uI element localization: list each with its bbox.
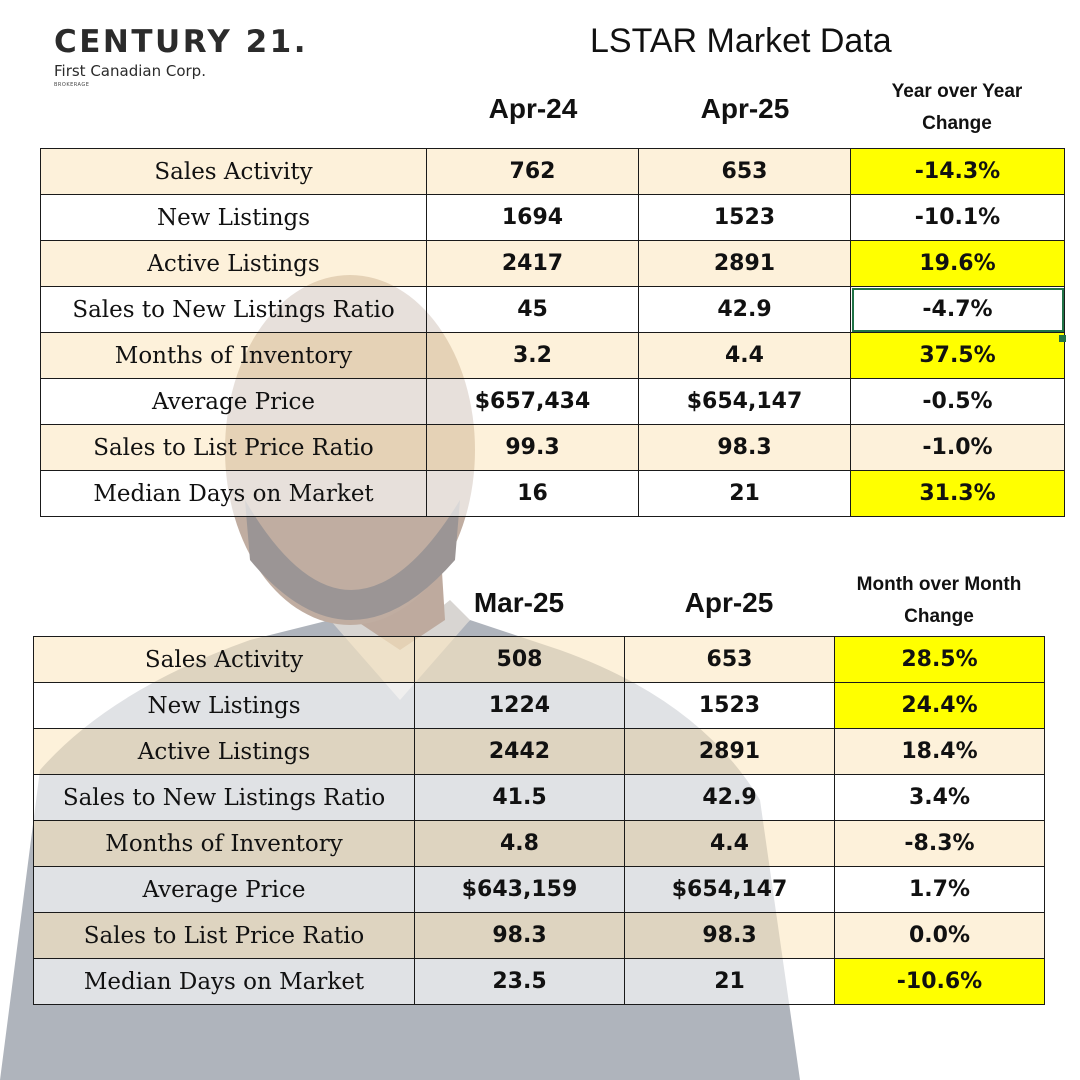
yoy-metric-label[interactable]: Active Listings: [40, 240, 427, 287]
mom-value-col2[interactable]: 98.3: [624, 912, 835, 959]
yoy-metric-label[interactable]: Months of Inventory: [40, 332, 427, 379]
mom-row: Sales to List Price Ratio 98.3 98.3 0.0%: [33, 912, 1045, 959]
yoy-row: Active Listings 2417 2891 19.6%: [40, 240, 1065, 287]
yoy-change-value[interactable]: -10.1%: [850, 194, 1065, 241]
mom-change-value[interactable]: 3.4%: [834, 774, 1045, 821]
logo-brokerage-tag: BROKERAGE: [54, 82, 90, 88]
yoy-row: Months of Inventory 3.2 4.4 37.5%: [40, 332, 1065, 379]
yoy-row: New Listings 1694 1523 -10.1%: [40, 194, 1065, 241]
mom-row: Average Price $643,159 $654,147 1.7%: [33, 866, 1045, 913]
yoy-col2-header: Apr-25: [700, 93, 790, 124]
yoy-change-header: Year over Year Change: [851, 76, 1063, 140]
yoy-value-col1[interactable]: 45: [426, 286, 639, 333]
mom-value-col1[interactable]: 98.3: [414, 912, 625, 959]
mom-value-col2[interactable]: 4.4: [624, 820, 835, 867]
mom-change-header: Month over Month Change: [834, 569, 1044, 633]
mom-change-value[interactable]: 28.5%: [834, 636, 1045, 683]
yoy-metric-label[interactable]: Median Days on Market: [40, 470, 427, 517]
mom-metric-label[interactable]: Sales to New Listings Ratio: [33, 774, 415, 821]
yoy-table: Sales Activity 762 653 -14.3% New Listings 16…: [40, 148, 1065, 517]
yoy-value-col1[interactable]: 3.2: [426, 332, 639, 379]
mom-value-col1[interactable]: 23.5: [414, 958, 625, 1005]
mom-value-col1[interactable]: 2442: [414, 728, 625, 775]
mom-change-header-line1: Month over Month: [856, 574, 1022, 595]
yoy-value-col2[interactable]: 21: [638, 470, 851, 517]
mom-row: New Listings 1224 1523 24.4%: [33, 682, 1045, 729]
yoy-metric-label[interactable]: Sales to List Price Ratio: [40, 424, 427, 471]
yoy-col1-header: Apr-24: [488, 93, 578, 124]
mom-change-value[interactable]: -8.3%: [834, 820, 1045, 867]
mom-change-value[interactable]: -10.6%: [834, 958, 1045, 1005]
cell-selection-handle[interactable]: [1059, 335, 1066, 342]
mom-row: Months of Inventory 4.8 4.4 -8.3%: [33, 820, 1045, 867]
mom-metric-label[interactable]: Average Price: [33, 866, 415, 913]
yoy-value-col2[interactable]: 98.3: [638, 424, 851, 471]
mom-value-col2[interactable]: 1523: [624, 682, 835, 729]
yoy-row: Average Price $657,434 $654,147 -0.5%: [40, 378, 1065, 425]
mom-col1-header: Mar-25: [473, 587, 565, 618]
mom-col2-header: Apr-25: [684, 587, 774, 618]
yoy-metric-label[interactable]: Sales Activity: [40, 148, 427, 195]
yoy-metric-label[interactable]: Average Price: [40, 378, 427, 425]
mom-row: Sales to New Listings Ratio 41.5 42.9 3.4%: [33, 774, 1045, 821]
yoy-value-col2[interactable]: $654,147: [638, 378, 851, 425]
mom-change-value[interactable]: 18.4%: [834, 728, 1045, 775]
mom-value-col1[interactable]: 1224: [414, 682, 625, 729]
yoy-metric-label[interactable]: Sales to New Listings Ratio: [40, 286, 427, 333]
yoy-value-col1[interactable]: 2417: [426, 240, 639, 287]
mom-change-value[interactable]: 0.0%: [834, 912, 1045, 959]
mom-metric-label[interactable]: Sales to List Price Ratio: [33, 912, 415, 959]
mom-value-col1[interactable]: $643,159: [414, 866, 625, 913]
mom-value-col2[interactable]: 653: [624, 636, 835, 683]
mom-value-col2[interactable]: $654,147: [624, 866, 835, 913]
yoy-change-value[interactable]: -1.0%: [850, 424, 1065, 471]
yoy-value-col2[interactable]: 2891: [638, 240, 851, 287]
yoy-value-col2[interactable]: 653: [638, 148, 851, 195]
mom-value-col1[interactable]: 4.8: [414, 820, 625, 867]
yoy-change-value[interactable]: -14.3%: [850, 148, 1065, 195]
yoy-value-col2[interactable]: 1523: [638, 194, 851, 241]
yoy-change-value[interactable]: -4.7%: [850, 286, 1065, 333]
mom-row: Active Listings 2442 2891 18.4%: [33, 728, 1045, 775]
mom-metric-label[interactable]: New Listings: [33, 682, 415, 729]
mom-table: Sales Activity 508 653 28.5% New Listings 122…: [33, 636, 1045, 1005]
yoy-row: Sales Activity 762 653 -14.3%: [40, 148, 1065, 195]
yoy-value-col1[interactable]: 16: [426, 470, 639, 517]
yoy-value-col2[interactable]: 42.9: [638, 286, 851, 333]
mom-metric-label[interactable]: Sales Activity: [33, 636, 415, 683]
mom-row: Median Days on Market 23.5 21 -10.6%: [33, 958, 1045, 1005]
yoy-change-value[interactable]: 19.6%: [850, 240, 1065, 287]
page-title: LSTAR Market Data: [590, 22, 892, 60]
yoy-value-col1[interactable]: $657,434: [426, 378, 639, 425]
yoy-value-col1[interactable]: 1694: [426, 194, 639, 241]
logo-brand: CENTURY 21.: [54, 24, 309, 60]
yoy-row: Sales to List Price Ratio 99.3 98.3 -1.0%: [40, 424, 1065, 471]
yoy-row: Sales to New Listings Ratio 45 42.9 -4.7%: [40, 286, 1065, 333]
yoy-change-header-line2: Change: [922, 113, 992, 134]
yoy-change-value[interactable]: 37.5%: [850, 332, 1065, 379]
mom-value-col1[interactable]: 508: [414, 636, 625, 683]
yoy-value-col1[interactable]: 762: [426, 148, 639, 195]
mom-change-value[interactable]: 24.4%: [834, 682, 1045, 729]
mom-metric-label[interactable]: Median Days on Market: [33, 958, 415, 1005]
mom-value-col2[interactable]: 21: [624, 958, 835, 1005]
mom-value-col1[interactable]: 41.5: [414, 774, 625, 821]
yoy-change-value[interactable]: 31.3%: [850, 470, 1065, 517]
yoy-value-col2[interactable]: 4.4: [638, 332, 851, 379]
mom-value-col2[interactable]: 2891: [624, 728, 835, 775]
yoy-change-header-line1: Year over Year: [891, 81, 1023, 102]
logo-brokerage-name: First Canadian Corp.: [54, 62, 206, 80]
mom-value-col2[interactable]: 42.9: [624, 774, 835, 821]
yoy-value-col1[interactable]: 99.3: [426, 424, 639, 471]
yoy-row: Median Days on Market 16 21 31.3%: [40, 470, 1065, 517]
century21-logo: CENTURY 21. First Canadian Corp. BROKERA…: [54, 24, 308, 88]
mom-metric-label[interactable]: Active Listings: [33, 728, 415, 775]
mom-change-value[interactable]: 1.7%: [834, 866, 1045, 913]
mom-metric-label[interactable]: Months of Inventory: [33, 820, 415, 867]
mom-row: Sales Activity 508 653 28.5%: [33, 636, 1045, 683]
yoy-metric-label[interactable]: New Listings: [40, 194, 427, 241]
mom-change-header-line2: Change: [904, 606, 974, 627]
yoy-change-value[interactable]: -0.5%: [850, 378, 1065, 425]
